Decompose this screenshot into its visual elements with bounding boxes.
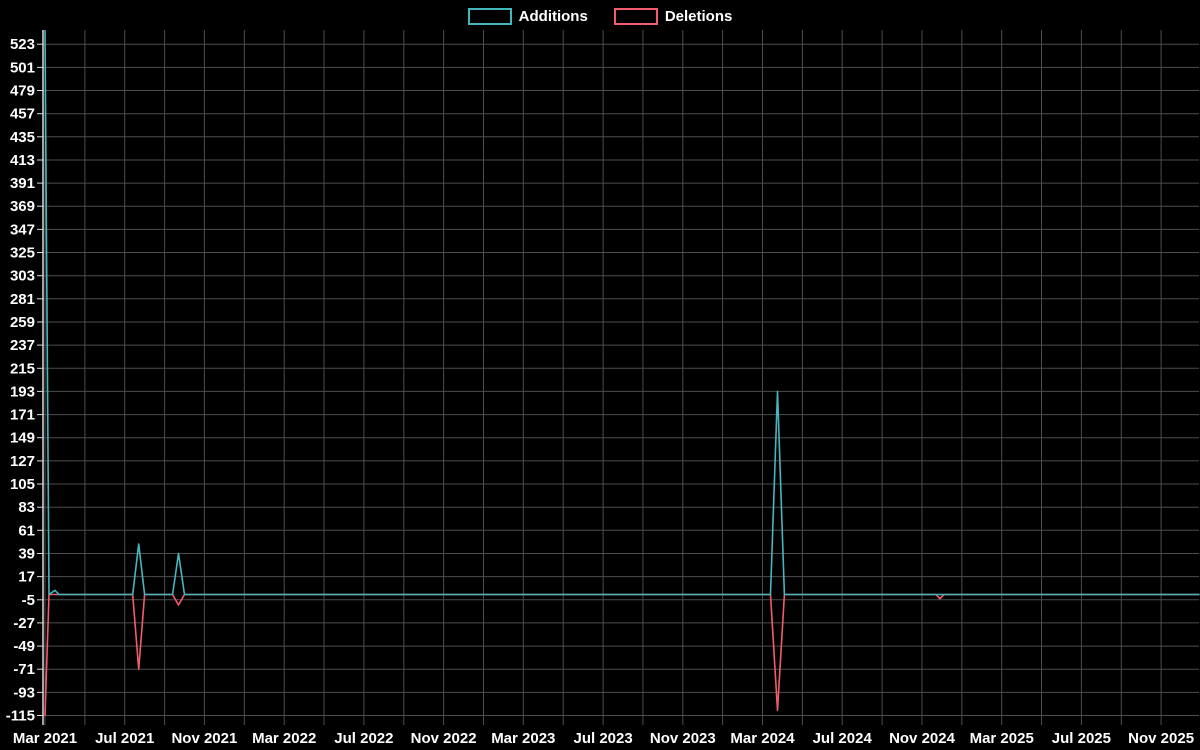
x-tick-label: Jul 2024 [813,730,873,747]
y-tick-label: -115 [6,708,35,725]
vertical-gridlines [44,30,1162,725]
x-tick-label: Nov 2021 [171,730,237,747]
y-tick-label: 171 [10,407,35,424]
y-tick-label: 281 [10,291,35,308]
x-tick-label: Nov 2022 [411,730,477,747]
y-axis-ticks [37,43,43,716]
y-tick-label: 369 [10,198,35,215]
series-line-deletions[interactable] [44,593,1200,717]
y-tick-label: 237 [10,337,35,354]
x-tick-label: Jul 2025 [1052,730,1111,747]
x-axis-labels: Mar 2021 Jul 2021 Nov 2021 Mar 2022 Jul 2022… [13,730,1194,747]
x-tick-label: Mar 2025 [970,730,1034,747]
y-tick-label: 105 [10,476,35,493]
legend-item-additions[interactable]: Additions [467,8,588,25]
x-tick-label: Jul 2023 [573,730,632,747]
y-tick-label: 501 [10,59,35,76]
y-tick-label: 413 [10,152,35,169]
y-tick-label: 39 [18,546,35,563]
x-tick-label: Nov 2025 [1128,730,1194,747]
y-tick-label: -27 [13,615,35,632]
legend-label-additions: Additions [518,8,588,25]
y-tick-label: 523 [10,36,35,53]
series-line-additions[interactable] [44,29,1200,596]
x-tick-label: Jul 2021 [95,730,154,747]
series-lines [44,29,1200,717]
x-tick-label: Jul 2022 [334,730,393,747]
y-tick-label: 479 [10,83,35,100]
y-tick-label: 347 [10,221,35,238]
y-tick-label: -93 [13,684,35,701]
y-tick-label: 83 [18,499,35,516]
legend-swatch-deletions [613,8,658,25]
y-tick-label: -5 [22,592,35,609]
y-tick-label: 215 [10,360,35,377]
y-tick-label: 391 [10,175,35,192]
legend-swatch-additions [467,8,512,25]
x-tick-label: Nov 2023 [650,730,716,747]
y-tick-label: -49 [13,638,35,655]
x-tick-label: Mar 2021 [13,730,77,747]
y-tick-label: 61 [18,522,35,539]
y-tick-label: 325 [10,245,35,262]
x-tick-label: Mar 2023 [491,730,555,747]
x-tick-label: Mar 2024 [730,730,795,747]
y-tick-label: 303 [10,268,35,285]
y-tick-label: 457 [10,106,35,123]
legend-label-deletions: Deletions [664,8,733,25]
y-tick-label: 17 [18,569,35,586]
chart-legend: Additions Deletions [0,8,1200,25]
horizontal-gridlines [43,43,1199,716]
y-axis-labels: 523 501 479 457 435 413 391 369 347 325 303 281 259 2… [6,36,35,724]
y-tick-label: 259 [10,314,35,331]
y-tick-label: 435 [10,129,35,146]
y-tick-label: 127 [10,453,35,470]
y-tick-label: -71 [13,661,35,678]
x-tick-label: Nov 2024 [889,730,956,747]
y-tick-label: 149 [10,430,35,447]
y-tick-label: 193 [10,383,35,400]
x-tick-label: Mar 2022 [252,730,316,747]
legend-item-deletions[interactable]: Deletions [613,8,733,25]
